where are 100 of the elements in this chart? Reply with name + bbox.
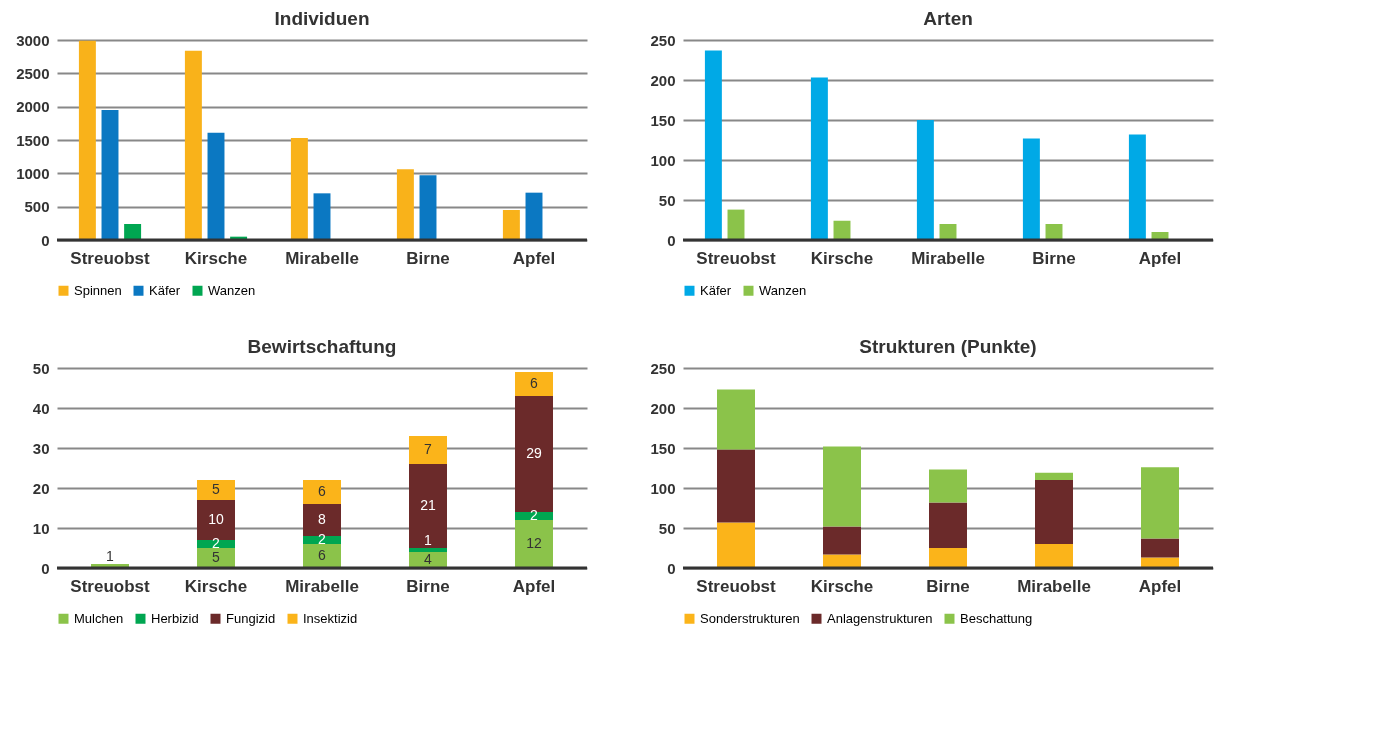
y-tick-label: 200 <box>650 71 676 89</box>
bar <box>1035 480 1073 544</box>
legend-label: Mulchen <box>74 610 124 626</box>
data-label: 8 <box>318 511 327 527</box>
data-label: 21 <box>420 497 436 513</box>
bar <box>184 50 202 240</box>
y-tick-label: 0 <box>667 231 676 249</box>
bar <box>515 396 553 512</box>
bar <box>717 449 755 523</box>
bar <box>823 446 861 527</box>
data-label: 5 <box>212 549 221 565</box>
x-tick-label: Streuobst <box>70 248 151 268</box>
bar <box>515 520 553 568</box>
bar <box>313 193 331 240</box>
chart-title: Arten <box>923 8 973 29</box>
bar <box>396 169 414 240</box>
x-tick-label: Mirabelle <box>911 248 985 268</box>
data-label: 2 <box>212 535 221 551</box>
legend-label: Wanzen <box>208 282 256 298</box>
y-tick-label: 30 <box>32 439 50 457</box>
bar <box>1022 138 1040 240</box>
data-label: 12 <box>526 535 542 551</box>
y-tick-label: 0 <box>667 559 676 577</box>
bar <box>727 209 745 240</box>
y-tick-label: 1500 <box>16 131 50 149</box>
y-tick-label: 250 <box>650 359 676 377</box>
legend-label: Käfer <box>149 282 181 298</box>
legend-label: Anlagenstrukturen <box>827 610 933 626</box>
y-tick-label: 2000 <box>16 98 50 116</box>
data-label: 29 <box>526 445 542 461</box>
legend-label: Insektizid <box>303 610 358 626</box>
bar <box>197 540 235 548</box>
bar <box>409 464 447 548</box>
bar <box>303 536 341 544</box>
x-tick-label: Streuobst <box>70 576 151 596</box>
bar <box>290 138 308 240</box>
data-label: 2 <box>530 507 539 523</box>
data-label: 6 <box>318 483 327 499</box>
x-tick-label: Birne <box>406 576 450 596</box>
chart-title: Bewirtschaftung <box>247 336 397 357</box>
legend-label: Wanzen <box>759 282 807 298</box>
y-tick-label: 150 <box>650 439 676 457</box>
x-tick-label: Kirsche <box>810 248 874 268</box>
y-tick-label: 50 <box>658 519 676 537</box>
data-label: 1 <box>424 532 433 548</box>
legend-label: Fungizid <box>226 610 276 626</box>
x-tick-label: Mirabelle <box>285 248 359 268</box>
bar <box>207 132 225 240</box>
bar <box>1035 472 1073 480</box>
x-tick-label: Apfel <box>512 576 556 596</box>
bar <box>78 40 96 240</box>
bar <box>1141 467 1179 539</box>
y-tick-label: 200 <box>650 399 676 417</box>
bar <box>717 389 755 450</box>
chart-title: Strukturen (Punkte) <box>859 336 1037 357</box>
bar <box>409 548 447 552</box>
x-tick-label: Streuobst <box>696 248 777 268</box>
x-tick-label: Birne <box>1032 248 1076 268</box>
data-label: 5 <box>212 481 221 497</box>
x-tick-label: Mirabelle <box>285 576 359 596</box>
bar <box>810 77 828 240</box>
y-tick-label: 3000 <box>16 31 50 49</box>
x-tick-label: Kirsche <box>184 248 248 268</box>
x-tick-label: Kirsche <box>184 576 248 596</box>
bar <box>704 50 722 240</box>
bar <box>101 110 119 240</box>
legend-label: Spinnen <box>74 282 122 298</box>
bar <box>515 512 553 520</box>
y-tick-label: 100 <box>650 151 676 169</box>
bar <box>419 175 437 240</box>
x-tick-label: Apfel <box>1138 248 1182 268</box>
chart-title: Individuen <box>274 8 370 29</box>
bar <box>303 504 341 536</box>
data-label: 4 <box>424 551 433 567</box>
y-tick-label: 1000 <box>16 164 50 182</box>
y-tick-label: 500 <box>24 198 50 216</box>
bar <box>823 554 861 568</box>
x-tick-label: Apfel <box>1138 576 1182 596</box>
y-tick-label: 20 <box>32 479 50 497</box>
x-tick-label: Birne <box>406 248 450 268</box>
x-tick-label: Apfel <box>512 248 556 268</box>
x-tick-label: Birne <box>926 576 970 596</box>
x-tick-label: Mirabelle <box>1017 576 1091 596</box>
bar <box>1141 538 1179 558</box>
bar <box>124 224 142 240</box>
y-tick-label: 100 <box>650 479 676 497</box>
data-label: 2 <box>318 531 327 547</box>
bar <box>929 548 967 568</box>
y-tick-label: 150 <box>650 111 676 129</box>
x-tick-label: Kirsche <box>810 576 874 596</box>
data-label: 6 <box>530 375 539 391</box>
bar <box>525 192 543 240</box>
bar <box>409 436 447 464</box>
y-tick-label: 0 <box>41 559 50 577</box>
data-label: 6 <box>318 547 327 563</box>
legend-label: Herbizid <box>151 610 199 626</box>
data-label: 7 <box>424 441 433 457</box>
bar <box>929 469 967 503</box>
bar <box>197 480 235 500</box>
y-tick-label: 50 <box>32 359 50 377</box>
